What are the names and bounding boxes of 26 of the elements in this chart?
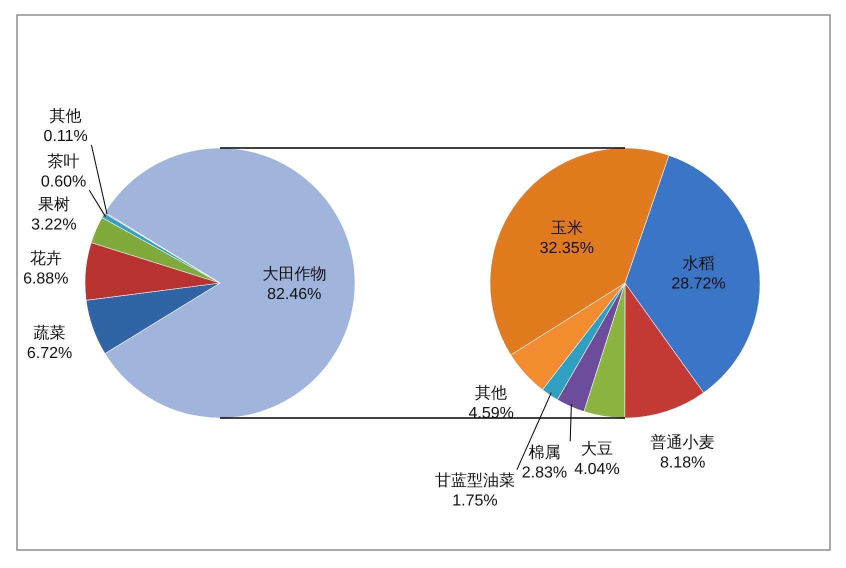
data-label: 4.04% [574,460,620,478]
data-label: 8.18% [660,454,706,472]
data-label: 6.72% [26,344,72,362]
slice-label: 大豆 [580,440,613,458]
slice-label: 甘蓝型油菜 [434,472,515,490]
data-label: 28.72% [671,275,726,292]
slice-label: 茶叶 [48,152,80,170]
slice-label: 花卉 [30,250,62,268]
data-label: 0.11% [44,128,88,145]
data-label: 32.35% [540,240,594,257]
slice-label: 其他 [475,384,508,402]
data-label: 6.88% [23,270,68,288]
slice-label: 大田作物 [262,265,326,283]
slice-label: 普通小麦 [650,434,715,452]
slice-label: 果树 [38,195,70,214]
slice-label: 玉米 [550,218,583,237]
data-label: 3.22% [31,216,77,234]
data-label: 0.60% [40,173,86,190]
data-label: 82.46% [267,286,322,303]
data-label: 2.83% [522,464,568,482]
slice-label: 蔬菜 [34,324,66,342]
slice-label: 棉属 [528,443,560,462]
data-label: 4.59% [468,405,514,422]
data-label: 1.75% [452,492,498,510]
slice-label: 其他 [50,106,82,125]
slice-label: 水稻 [682,254,714,272]
